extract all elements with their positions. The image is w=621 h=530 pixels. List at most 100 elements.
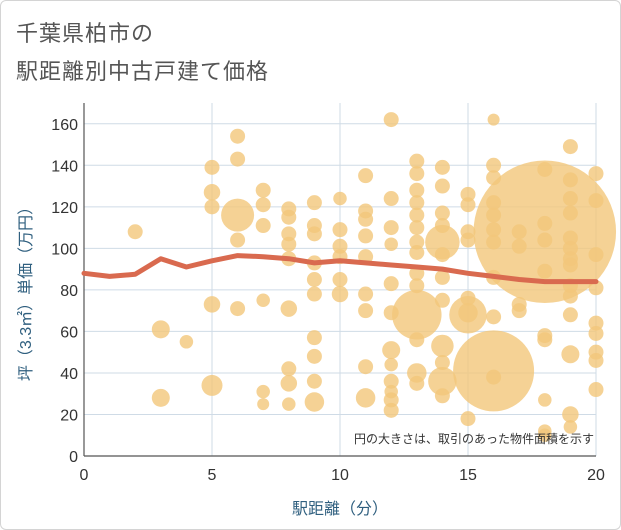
bubble (255, 197, 271, 213)
bubble (358, 168, 374, 184)
x-tick-label: 15 (459, 467, 477, 484)
bubble (204, 159, 220, 175)
bubble (460, 197, 476, 213)
trend-line (81, 253, 599, 285)
bubble (203, 184, 221, 201)
bubble (538, 428, 552, 442)
bubble (358, 286, 374, 302)
bubble (306, 330, 322, 346)
bubble (409, 245, 425, 261)
bubble (561, 345, 580, 364)
bubble (358, 228, 374, 244)
bubble (537, 263, 553, 279)
bubble (409, 153, 425, 169)
bubble (562, 406, 579, 423)
bubble (409, 220, 425, 236)
bubble (204, 199, 220, 215)
bubble (383, 220, 399, 236)
bubble (306, 373, 322, 389)
bubble (409, 166, 425, 182)
bubble (255, 218, 271, 234)
bubble (409, 182, 425, 198)
bubble (588, 247, 604, 263)
bubble (588, 325, 604, 341)
bubble (382, 341, 401, 360)
bubble (431, 334, 454, 358)
bubble (331, 285, 349, 303)
y-tick-label: 120 (51, 200, 78, 217)
y-tick-label: 80 (60, 283, 78, 300)
bubble (384, 357, 398, 372)
bubble (562, 139, 578, 155)
x-tick-label: 5 (208, 467, 217, 484)
y-tick-label: 140 (51, 158, 78, 175)
bubble (473, 160, 617, 303)
bubble (127, 224, 143, 240)
bubble (434, 355, 450, 371)
bubble (486, 309, 502, 325)
bubble (306, 272, 322, 287)
bubble (434, 388, 450, 404)
bubble (487, 113, 500, 126)
bubble (256, 384, 270, 399)
bubble (230, 128, 246, 144)
bubble (460, 186, 476, 202)
bubble (203, 296, 221, 313)
y-axis-label: 坪（3.3㎡）単価（万円） (17, 199, 35, 381)
bubble (332, 238, 348, 254)
bubble (562, 257, 578, 273)
bubble (281, 361, 297, 377)
bubble (428, 366, 457, 396)
bubble (282, 397, 296, 411)
bubble (306, 348, 322, 364)
bubble (358, 359, 374, 375)
bubble (562, 307, 578, 323)
x-tick-label: 0 (80, 467, 89, 484)
bubble (434, 205, 450, 221)
bubble (304, 392, 325, 412)
bubble (460, 411, 476, 427)
x-axis-label: 駅距離（分） (292, 500, 388, 518)
bubble (221, 198, 255, 232)
bubble (383, 373, 399, 389)
bubble (537, 232, 553, 248)
bubble (257, 398, 270, 411)
bubble (588, 315, 604, 331)
bubble (306, 226, 322, 242)
bubble (434, 247, 450, 263)
bubble (409, 332, 425, 348)
bubble (486, 157, 502, 173)
chart-title-line2: 駅距離別中古戸建て価格 (16, 60, 270, 85)
y-tick-label: 100 (51, 241, 78, 258)
bubble (383, 392, 399, 408)
bubble (255, 182, 271, 198)
axes (83, 103, 596, 457)
bubble (562, 230, 578, 246)
bubble (562, 288, 578, 304)
bubble (449, 296, 487, 334)
bubble (538, 393, 552, 407)
bubble (230, 151, 246, 167)
chart-title-line1: 千葉県柏市の (16, 22, 155, 47)
bubble-series (127, 112, 617, 442)
bubble (332, 272, 348, 287)
bubble (562, 191, 578, 207)
y-tick-label: 40 (60, 366, 78, 383)
bubble (562, 172, 578, 188)
bubble (588, 166, 604, 182)
bubble (409, 207, 425, 223)
bubble (562, 240, 578, 256)
bubble (434, 269, 450, 285)
bubble (280, 300, 298, 317)
tick-labels: 0 20 40 60 80 100 120 140 160 0 5 10 15 20 (51, 117, 605, 484)
bubble (358, 303, 374, 319)
bubble (409, 234, 425, 250)
bubble (486, 369, 502, 385)
bubble (425, 224, 460, 260)
bubble (201, 374, 223, 396)
bubble (230, 301, 246, 317)
y-tick-label: 20 (60, 407, 78, 424)
bubble (256, 293, 270, 308)
bubble (409, 375, 425, 391)
bubble (332, 222, 348, 238)
